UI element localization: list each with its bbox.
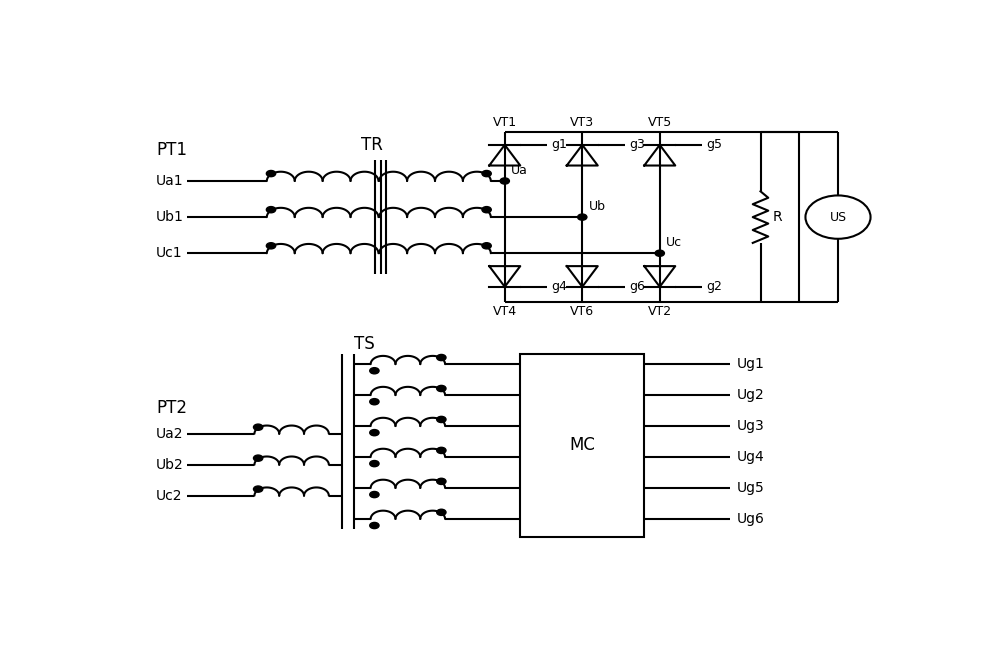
Text: Ub1: Ub1 [156,210,184,224]
Text: Ub: Ub [588,200,605,213]
Circle shape [266,243,276,249]
Circle shape [437,478,446,484]
Text: VT1: VT1 [493,117,517,129]
Circle shape [370,399,379,405]
Circle shape [482,206,491,213]
Text: Uc: Uc [666,236,682,249]
Text: VT6: VT6 [570,305,594,318]
Circle shape [482,170,491,177]
Circle shape [370,429,379,436]
Text: g2: g2 [706,280,722,293]
Text: VT2: VT2 [648,305,672,318]
Circle shape [370,523,379,529]
Circle shape [253,424,263,430]
Text: Ug1: Ug1 [737,357,765,371]
Text: Ua1: Ua1 [156,174,184,188]
Circle shape [370,460,379,467]
Text: PT2: PT2 [156,399,187,417]
Text: Ug6: Ug6 [737,512,765,526]
Text: g1: g1 [551,139,567,151]
Circle shape [370,492,379,498]
Circle shape [482,243,491,249]
Circle shape [437,354,446,360]
Text: VT3: VT3 [570,117,594,129]
Text: VT4: VT4 [493,305,517,318]
Text: TS: TS [354,334,374,352]
Text: g4: g4 [551,280,567,293]
Text: Uc2: Uc2 [156,488,182,502]
Text: VT5: VT5 [648,117,672,129]
Text: Uc1: Uc1 [156,247,183,260]
Circle shape [437,509,446,515]
Circle shape [655,250,664,257]
Circle shape [578,214,587,220]
Circle shape [253,486,263,492]
Text: g5: g5 [706,139,722,151]
Circle shape [437,385,446,391]
Text: g6: g6 [629,280,645,293]
Circle shape [266,206,276,213]
Text: US: US [829,210,847,224]
Text: Ug3: Ug3 [737,419,765,433]
Text: MC: MC [569,436,595,454]
Text: PT1: PT1 [156,141,187,159]
Text: Ua: Ua [511,164,528,177]
Bar [520,354,644,537]
Text: R: R [772,210,782,224]
Circle shape [370,368,379,374]
Text: Ub2: Ub2 [156,458,184,472]
Text: Ug5: Ug5 [737,481,765,495]
Text: Ua2: Ua2 [156,427,184,441]
Text: TR: TR [361,136,383,154]
Circle shape [437,416,446,423]
Circle shape [500,178,509,184]
Text: g3: g3 [629,139,645,151]
Circle shape [437,448,446,454]
Circle shape [266,170,276,177]
Text: Ug2: Ug2 [737,388,765,402]
Text: Ug4: Ug4 [737,450,765,464]
Circle shape [253,455,263,461]
